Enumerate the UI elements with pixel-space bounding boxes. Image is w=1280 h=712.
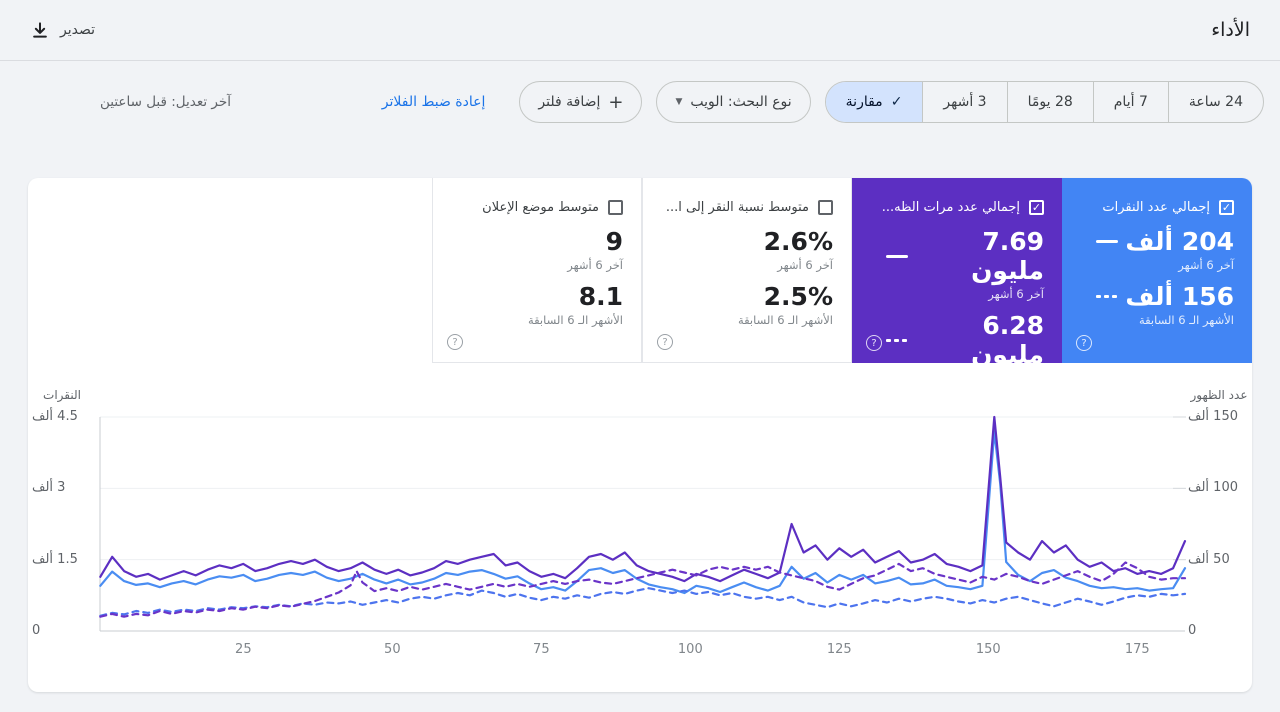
previous-value: 156 ألف [1125,282,1234,311]
help-icon[interactable]: ? [447,334,463,350]
chart-line [99,587,1187,617]
solid-line-indicator [886,254,908,258]
right-axis-tick: 0 [1188,623,1197,638]
x-axis-tick: 50 [384,642,401,657]
card-total-clicks[interactable]: ✓ إجمالي عدد النقرات 204 ألف آخر 6 أشهر … [1062,178,1252,363]
add-filter-button[interactable]: + إضافة فلتر [519,81,643,123]
tab-label: 3 أشهر [943,94,987,110]
x-axis-tick: 25 [235,642,252,657]
reset-filters-link[interactable]: إعادة ضبط الفلاتر [381,94,486,110]
chart-line [99,430,1187,595]
help-icon[interactable]: ? [866,335,882,351]
x-axis-tick: 125 [826,642,852,657]
last-edited-text: آخر تعديل: قبل ساعتين [100,94,231,110]
previous-value: 6.28 مليون [971,311,1044,369]
card-title: متوسط موضع الإعلان [482,200,599,215]
card-title: إجمالي عدد مرات الظه... [881,200,1020,215]
left-axis-tick: 3 ألف [32,480,66,496]
checkmark-icon: ✓ [890,94,903,110]
search-type-dropdown[interactable]: نوع البحث: الويب ▼ [656,81,811,123]
tab-label: 7 أيام [1113,94,1148,110]
previous-value: 8.1 [578,282,623,311]
tab-7d[interactable]: 7 أيام [1092,82,1168,122]
card-title: متوسط نسبة النقر إلى ا... [665,200,809,215]
checkbox-impressions[interactable]: ✓ [1029,200,1044,215]
x-axis-tick: 75 [533,642,550,657]
tab-28d[interactable]: 28 يومًا [1006,82,1093,122]
help-icon[interactable]: ? [1076,335,1092,351]
current-period-label: آخر 6 أشهر [988,287,1044,301]
current-period-label: آخر 6 أشهر [567,258,623,272]
previous-period-label: الأشهر الـ 6 السابقة [948,371,1044,385]
performance-panel: ✓ إجمالي عدد النقرات 204 ألف آخر 6 أشهر … [28,178,1252,692]
current-value: 2.6% [763,227,833,256]
x-axis-tick: 100 [677,642,703,657]
performance-chart[interactable]: النقرات عدد الظهور 0 1.5 ألف 3 ألف 4.5 ألف 0… [28,380,1252,680]
right-axis-title: عدد الظهور [1190,388,1248,402]
search-type-label: نوع البحث: الويب [690,94,792,110]
card-average-ctr[interactable]: متوسط نسبة النقر إلى ا... 2.6% آخر 6 أشه… [642,178,852,363]
x-axis-tick: 175 [1124,642,1150,657]
export-label: تصدير [60,22,96,38]
checkbox-ctr[interactable] [818,200,833,215]
current-value: 204 ألف [1125,227,1234,256]
chart-line [99,561,1187,618]
right-axis-tick: 50 ألف [1188,551,1230,567]
solid-line-indicator [1096,240,1118,243]
date-range-tabs: 24 ساعة 7 أيام 28 يومًا 3 أشهر ✓ مقارنة [824,81,1264,123]
right-axis-tick: 100 ألف [1188,480,1238,496]
top-bar: الأداء تصدير [0,0,1280,61]
metric-cards-row: ✓ إجمالي عدد النقرات 204 ألف آخر 6 أشهر … [432,178,1252,385]
current-value: 9 [605,227,623,256]
help-icon[interactable]: ? [657,334,673,350]
page-title: الأداء [1211,19,1250,41]
dashed-line-indicator [886,338,907,342]
x-axis-tick: 150 [975,642,1001,657]
tab-3m[interactable]: 3 أشهر [922,82,1006,122]
checkbox-clicks[interactable]: ✓ [1219,200,1234,215]
left-axis-title: النقرات [43,388,81,402]
right-axis-tick: 150 ألف [1188,409,1238,424]
checkbox-position[interactable] [608,200,623,215]
export-button[interactable]: تصدير [30,20,95,40]
current-value: 7.69 مليون [971,227,1044,285]
current-period-label: آخر 6 أشهر [1178,258,1234,272]
chart-line [99,415,1187,583]
previous-period-label: الأشهر الـ 6 السابقة [1138,313,1234,327]
left-axis-tick: 0 [32,623,41,638]
previous-period-label: الأشهر الـ 6 السابقة [527,313,623,327]
card-title: إجمالي عدد النقرات [1102,200,1210,215]
tab-compare[interactable]: ✓ مقارنة [825,82,923,122]
add-filter-label: إضافة فلتر [538,94,601,110]
left-axis-tick: 4.5 ألف [32,409,78,424]
tab-label: 24 ساعة [1188,94,1243,110]
filter-row: 24 ساعة 7 أيام 28 يومًا 3 أشهر ✓ مقارنة … [30,80,1264,124]
download-icon [33,22,47,38]
chevron-down-icon: ▼ [675,97,683,107]
chart-canvas [99,415,1187,632]
left-axis-tick: 1.5 ألف [32,551,78,567]
previous-period-label: الأشهر الـ 6 السابقة [737,313,833,327]
tab-label: مقارنة [845,94,883,110]
card-average-position[interactable]: متوسط موضع الإعلان 9 آخر 6 أشهر 8.1 الأش… [432,178,642,363]
current-period-label: آخر 6 أشهر [777,258,833,272]
plus-icon: + [608,91,624,113]
card-total-impressions[interactable]: ✓ إجمالي عدد مرات الظه... 7.69 مليون آخر… [852,178,1062,385]
tab-24h[interactable]: 24 ساعة [1167,82,1263,122]
previous-value: 2.5% [763,282,833,311]
dashed-line-indicator [1096,295,1117,298]
tab-label: 28 يومًا [1027,94,1073,110]
